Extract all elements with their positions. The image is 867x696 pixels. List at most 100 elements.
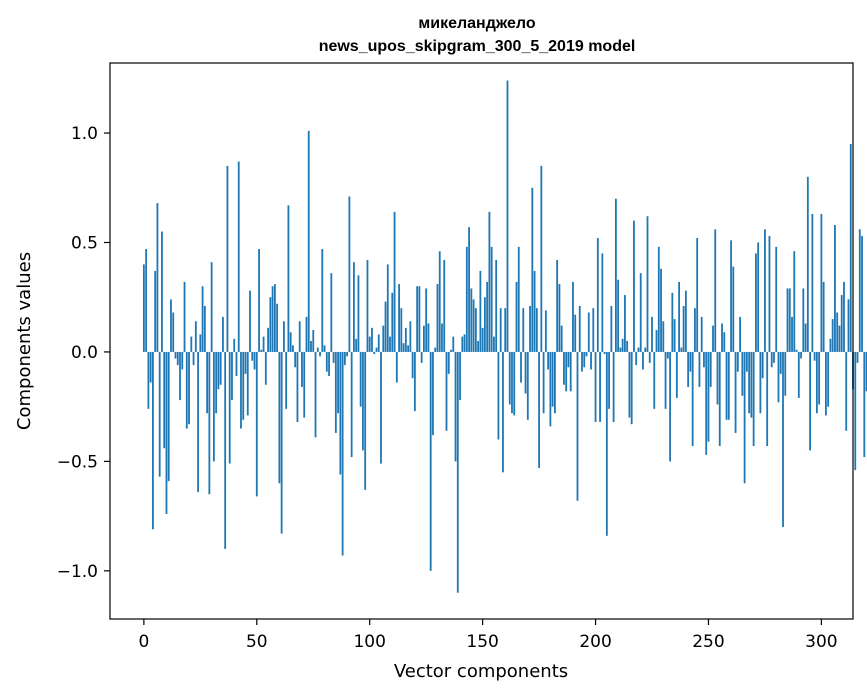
x-tick-label: 50 — [246, 632, 268, 652]
bar — [843, 281, 845, 352]
bar — [373, 351, 376, 355]
bar — [425, 288, 428, 352]
bar — [192, 351, 195, 366]
bar — [596, 238, 599, 352]
bar — [820, 214, 823, 352]
bar — [723, 332, 726, 352]
bar — [194, 321, 197, 352]
bar — [849, 143, 852, 352]
bar — [682, 305, 685, 352]
bar — [264, 351, 267, 385]
bar — [865, 351, 867, 392]
bar — [583, 351, 586, 368]
bar — [628, 351, 631, 418]
bar — [822, 281, 825, 352]
bar — [219, 351, 222, 385]
bar — [380, 351, 382, 464]
chart-subtitle: news_upos_skipgram_300_5_2019 model — [319, 38, 636, 55]
bar — [251, 351, 254, 361]
bar — [522, 308, 525, 352]
bar — [176, 351, 179, 366]
bar — [452, 336, 455, 352]
bar — [689, 351, 692, 372]
bar — [644, 347, 647, 352]
bar — [210, 262, 213, 352]
bar — [240, 351, 242, 429]
bar — [605, 351, 608, 536]
bar — [321, 249, 324, 352]
bar — [664, 351, 667, 409]
bar — [237, 161, 240, 352]
bar — [811, 214, 814, 352]
bar — [282, 321, 285, 352]
bar — [156, 203, 159, 352]
bar — [163, 351, 166, 449]
bar — [671, 292, 674, 352]
bar — [646, 216, 649, 352]
bar — [413, 351, 416, 412]
y-tick-label: −0.5 — [57, 452, 98, 472]
bar — [470, 288, 473, 352]
bar — [684, 290, 687, 352]
bar — [576, 351, 579, 501]
bar — [642, 351, 644, 370]
bar — [292, 345, 294, 352]
bar — [741, 351, 744, 396]
bar — [465, 246, 468, 352]
bar — [185, 351, 188, 429]
bar — [158, 351, 161, 477]
bar — [556, 260, 559, 352]
bar — [721, 323, 723, 352]
bar — [262, 336, 265, 352]
bar — [395, 351, 398, 383]
bar — [572, 281, 574, 352]
bar — [307, 130, 310, 352]
bar — [188, 351, 190, 425]
bar — [657, 246, 660, 352]
bar — [330, 273, 333, 352]
bar — [273, 284, 276, 352]
bar — [752, 351, 755, 447]
bar — [558, 284, 561, 352]
bar — [730, 240, 732, 352]
bar — [436, 284, 439, 352]
bar — [696, 238, 699, 352]
bar — [228, 351, 231, 464]
bar — [332, 351, 335, 363]
bar — [630, 351, 633, 425]
bar — [384, 301, 387, 352]
bar — [648, 351, 651, 363]
bar — [678, 281, 681, 352]
bar — [538, 351, 540, 468]
bar — [861, 235, 863, 352]
bar — [172, 312, 175, 352]
bar — [786, 288, 789, 352]
bar — [587, 312, 590, 352]
bar — [829, 338, 832, 352]
bar — [222, 316, 224, 352]
x-tick-label: 250 — [692, 632, 724, 652]
x-axis: 0 50 100 150 200 250 300 — [138, 619, 838, 652]
bar — [179, 351, 181, 401]
bar — [745, 351, 748, 372]
bar — [224, 351, 227, 549]
bar — [827, 351, 830, 407]
bar — [612, 351, 615, 422]
bar — [490, 246, 493, 352]
bar — [757, 242, 760, 352]
bar — [540, 165, 543, 352]
x-axis-label: Vector components — [394, 661, 568, 682]
bar — [165, 351, 168, 514]
bar — [323, 345, 326, 352]
bar — [260, 349, 263, 352]
bar — [515, 281, 518, 352]
bar — [563, 351, 565, 385]
bar — [427, 323, 430, 352]
bar — [142, 264, 145, 352]
bar — [863, 351, 866, 458]
bar — [294, 351, 297, 368]
bar — [447, 351, 450, 374]
bar — [791, 316, 793, 352]
bar — [585, 351, 588, 357]
bar — [377, 334, 380, 352]
